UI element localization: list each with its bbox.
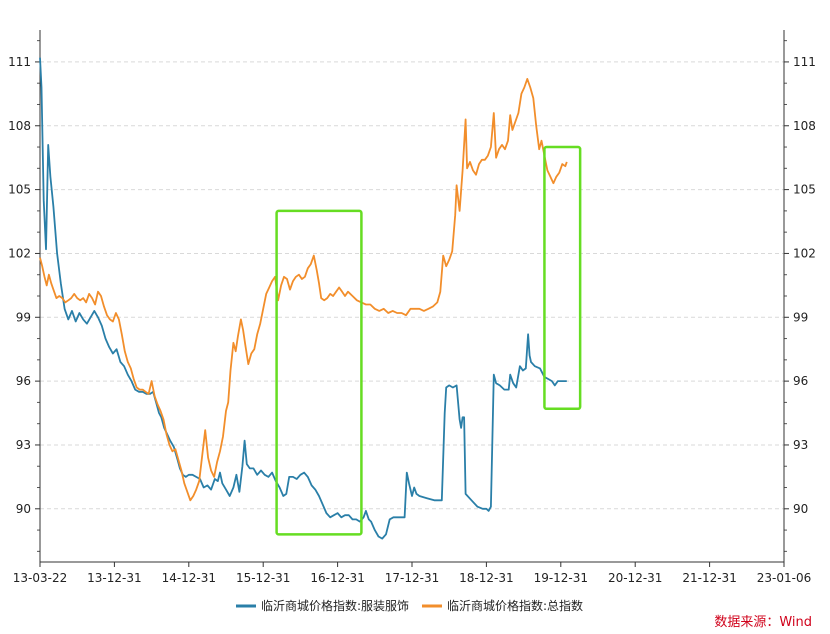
legend: 临沂商城价格指数:服装服饰 临沂商城价格指数:总指数 (236, 598, 583, 613)
legend-label-1: 临沂商城价格指数:服装服饰 (261, 598, 409, 613)
y-tick-label-right: 102 (793, 246, 816, 260)
x-tick-label: 14-12-31 (162, 571, 216, 585)
series-line-2 (39, 78, 568, 502)
x-tick-label: 21-12-31 (682, 571, 736, 585)
x-tick-label: 16-12-31 (310, 571, 364, 585)
y-tick-label-left: 102 (8, 246, 31, 260)
grid-lines (40, 61, 784, 510)
y-tick-label-left: 105 (8, 183, 31, 197)
y-tick-label-right: 108 (793, 119, 816, 133)
y-tick-label-left: 90 (16, 502, 31, 516)
series-line-1 (39, 57, 567, 540)
y-tick-label-left: 96 (16, 374, 31, 388)
y-tick-label-left: 93 (16, 438, 31, 452)
highlight-box-2 (543, 145, 582, 411)
highlight-box-1 (275, 209, 363, 536)
x-tick-label: 17-12-31 (385, 571, 439, 585)
axes: 90 90 93 93 96 96 99 99 102 102 105 105 108 108 111 111… (8, 30, 816, 585)
y-tick-label-right: 111 (793, 55, 816, 69)
y-tick-label-right: 105 (793, 183, 816, 197)
y-tick-label-left: 111 (8, 55, 31, 69)
y-tick-label-left: 108 (8, 119, 31, 133)
x-tick-label: 20-12-31 (608, 571, 662, 585)
x-tick-label: 15-12-31 (236, 571, 290, 585)
legend-label-2: 临沂商城价格指数:总指数 (447, 598, 583, 613)
source-note: 数据来源：Wind (714, 615, 812, 630)
y-tick-label-right: 96 (793, 374, 808, 388)
x-tick-label: 23-01-06 (757, 571, 811, 585)
x-tick-label: 19-12-31 (534, 571, 588, 585)
y-tick-label-left: 99 (16, 310, 31, 324)
x-tick-label: 13-03-22 (13, 571, 67, 585)
y-tick-label-right: 90 (793, 502, 808, 516)
x-tick-label: 13-12-31 (87, 571, 141, 585)
series-group (39, 57, 568, 540)
y-tick-label-right: 99 (793, 310, 808, 324)
highlight-boxes (275, 145, 582, 536)
x-tick-label: 18-12-31 (459, 571, 513, 585)
y-tick-label-right: 93 (793, 438, 808, 452)
